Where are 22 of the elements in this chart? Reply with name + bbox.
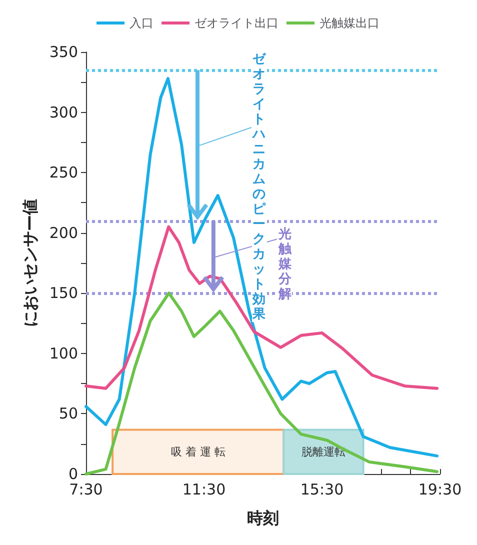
y-tick-label: 150 (49, 284, 78, 302)
x-tick-label: 15:30 (300, 480, 344, 498)
x-axis-title: 時刻 (247, 508, 279, 528)
legend-label: 入口 (130, 16, 154, 30)
x-tick-label: 11:30 (182, 480, 226, 498)
y-tick-label: 200 (49, 224, 78, 242)
x-tick-label: 7:30 (69, 480, 103, 498)
legend-label: 光触媒出口 (320, 16, 380, 30)
y-tick-label: 50 (58, 404, 78, 423)
y-tick-label: 0 (68, 465, 78, 483)
annotation: 光触媒分解 (277, 226, 292, 302)
band-label: 脱離運転 (301, 445, 346, 458)
band-label: 吸 着 運 転 (170, 445, 226, 458)
x-tick-label: 19:30 (418, 480, 462, 498)
line-series (84, 225, 439, 390)
y-tick-label: 100 (49, 344, 78, 362)
legend-label: ゼオライト出口 (194, 16, 278, 30)
y-tick-label: 300 (49, 103, 78, 122)
y-tick-label: 350 (49, 43, 78, 61)
text: ゼオライトハニカムのピークカット効果 (252, 52, 266, 322)
y-axis-title: においセンサー値 (20, 199, 40, 327)
y-tick-label: 250 (49, 164, 78, 182)
